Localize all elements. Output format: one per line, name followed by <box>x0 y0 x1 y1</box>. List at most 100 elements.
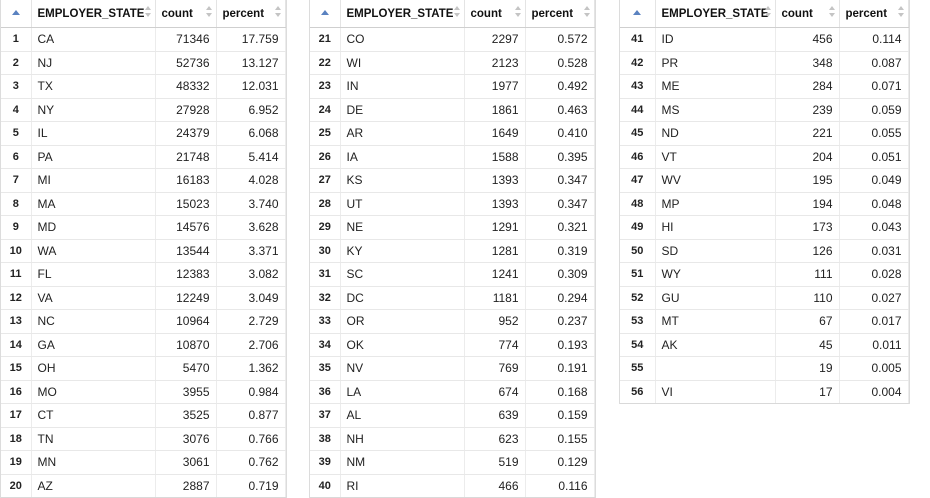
table-row[interactable]: 18 TN 3076 0.766 <box>1 427 286 451</box>
table-row[interactable]: 12 VA 12249 3.049 <box>1 286 286 310</box>
table-row[interactable]: 34 OK 774 0.193 <box>310 333 595 357</box>
table-row[interactable]: 16 MO 3955 0.984 <box>1 380 286 404</box>
row-number-cell: 19 <box>1 450 32 475</box>
table-row[interactable]: 54 AK 45 0.011 <box>620 333 909 357</box>
count-cell: 21748 <box>155 145 217 169</box>
table-row[interactable]: 15 OH 5470 1.362 <box>1 356 286 381</box>
row-number-cell: 56 <box>620 380 656 404</box>
employer-state-header[interactable]: EMPLOYER_STATE <box>340 0 465 28</box>
table-row[interactable]: 23 IN 1977 0.492 <box>310 74 595 99</box>
count-cell: 2297 <box>464 27 526 52</box>
table-row[interactable]: 44 MS 239 0.059 <box>620 98 909 122</box>
table-row[interactable]: 47 WV 195 0.049 <box>620 168 909 193</box>
table-row[interactable]: 38 NH 623 0.155 <box>310 427 595 451</box>
count-cell: 239 <box>775 98 840 122</box>
table-row[interactable]: 51 WY 111 0.028 <box>620 262 909 287</box>
percent-cell: 0.463 <box>525 98 595 122</box>
table-row[interactable]: 24 DE 1861 0.463 <box>310 98 595 122</box>
table-row[interactable]: 35 NV 769 0.191 <box>310 356 595 381</box>
count-cell: 71346 <box>155 27 217 52</box>
table-row[interactable]: 21 CO 2297 0.572 <box>310 27 595 52</box>
table-row[interactable]: 39 NM 519 0.129 <box>310 450 595 475</box>
percent-header[interactable]: percent <box>839 0 909 28</box>
table-row[interactable]: 26 IA 1588 0.395 <box>310 145 595 169</box>
table-row[interactable]: 14 GA 10870 2.706 <box>1 333 286 357</box>
count-cell: 5470 <box>155 356 217 381</box>
row-number-cell: 41 <box>620 27 656 52</box>
table-row[interactable]: 6 PA 21748 5.414 <box>1 145 286 169</box>
table-row[interactable]: 11 FL 12383 3.082 <box>1 262 286 287</box>
table-row[interactable]: 5 IL 24379 6.068 <box>1 121 286 146</box>
state-cell: LA <box>340 380 465 404</box>
table-row[interactable]: 42 PR 348 0.087 <box>620 51 909 75</box>
count-cell: 3076 <box>155 427 217 451</box>
state-cell: HI <box>655 215 776 240</box>
count-cell: 126 <box>775 239 840 263</box>
state-cell: TX <box>31 74 156 99</box>
table-row[interactable]: 10 WA 13544 3.371 <box>1 239 286 263</box>
table-row[interactable]: 25 AR 1649 0.410 <box>310 121 595 146</box>
state-cell: DE <box>340 98 465 122</box>
table-row[interactable]: 30 KY 1281 0.319 <box>310 239 595 263</box>
table-row[interactable]: 53 MT 67 0.017 <box>620 309 909 334</box>
table-row[interactable]: 36 LA 674 0.168 <box>310 380 595 404</box>
percent-header[interactable]: percent <box>525 0 595 28</box>
table-row[interactable]: 33 OR 952 0.237 <box>310 309 595 334</box>
table-row[interactable]: 20 AZ 2887 0.719 <box>1 474 286 498</box>
table-row[interactable]: 29 NE 1291 0.321 <box>310 215 595 240</box>
count-header[interactable]: count <box>155 0 217 28</box>
table-row[interactable]: 4 NY 27928 6.952 <box>1 98 286 122</box>
table-row[interactable]: 19 MN 3061 0.762 <box>1 450 286 475</box>
table-row[interactable]: 28 UT 1393 0.347 <box>310 192 595 216</box>
table-row[interactable]: 50 SD 126 0.031 <box>620 239 909 263</box>
count-header[interactable]: count <box>775 0 840 28</box>
table-row[interactable]: 13 NC 10964 2.729 <box>1 309 286 334</box>
table-row[interactable]: 22 WI 2123 0.528 <box>310 51 595 75</box>
table-row[interactable]: 17 CT 3525 0.877 <box>1 403 286 428</box>
employer-state-header[interactable]: EMPLOYER_STATE <box>31 0 156 28</box>
employer-state-header[interactable]: EMPLOYER_STATE <box>655 0 776 28</box>
table-row[interactable]: 27 KS 1393 0.347 <box>310 168 595 193</box>
table-row[interactable]: 49 HI 173 0.043 <box>620 215 909 240</box>
table-row[interactable]: 40 RI 466 0.116 <box>310 474 595 498</box>
state-cell: IA <box>340 145 465 169</box>
table-row[interactable]: 8 MA 15023 3.740 <box>1 192 286 216</box>
percent-cell: 0.114 <box>839 27 909 52</box>
row-number-cell: 9 <box>1 215 32 240</box>
table-row[interactable]: 56 VI 17 0.004 <box>620 380 909 404</box>
row-number-cell: 31 <box>310 262 341 287</box>
table-row[interactable]: 32 DC 1181 0.294 <box>310 286 595 310</box>
percent-cell: 0.116 <box>525 474 595 498</box>
table-row[interactable]: 43 ME 284 0.071 <box>620 74 909 99</box>
row-index-header[interactable] <box>310 0 341 28</box>
row-index-header[interactable] <box>1 0 32 28</box>
table-row[interactable]: 45 ND 221 0.055 <box>620 121 909 146</box>
state-cell: NM <box>340 450 465 475</box>
table-row[interactable]: 46 VT 204 0.051 <box>620 145 909 169</box>
table-row[interactable]: 48 MP 194 0.048 <box>620 192 909 216</box>
table-row[interactable]: 37 AL 639 0.159 <box>310 403 595 428</box>
table-row[interactable]: 3 TX 48332 12.031 <box>1 74 286 99</box>
table-row[interactable]: 52 GU 110 0.027 <box>620 286 909 310</box>
percent-cell: 0.087 <box>839 51 909 75</box>
count-cell: 519 <box>464 450 526 475</box>
count-cell: 24379 <box>155 121 217 146</box>
count-cell: 194 <box>775 192 840 216</box>
row-index-header[interactable] <box>620 0 656 28</box>
percent-header[interactable]: percent <box>216 0 286 28</box>
percent-cell: 0.004 <box>839 380 909 404</box>
count-cell: 10870 <box>155 333 217 357</box>
table-row[interactable]: 1 CA 71346 17.759 <box>1 27 286 52</box>
table-row[interactable]: 55 19 0.005 <box>620 356 909 381</box>
table-row[interactable]: 31 SC 1241 0.309 <box>310 262 595 287</box>
table-row[interactable]: 7 MI 16183 4.028 <box>1 168 286 193</box>
sort-icon <box>583 5 590 19</box>
table-row[interactable]: 41 ID 456 0.114 <box>620 27 909 52</box>
count-header[interactable]: count <box>464 0 526 28</box>
table-row[interactable]: 9 MD 14576 3.628 <box>1 215 286 240</box>
count-cell: 111 <box>775 262 840 287</box>
count-cell: 1393 <box>464 168 526 193</box>
percent-cell: 0.017 <box>839 309 909 334</box>
sort-icon <box>274 5 281 19</box>
table-row[interactable]: 2 NJ 52736 13.127 <box>1 51 286 75</box>
